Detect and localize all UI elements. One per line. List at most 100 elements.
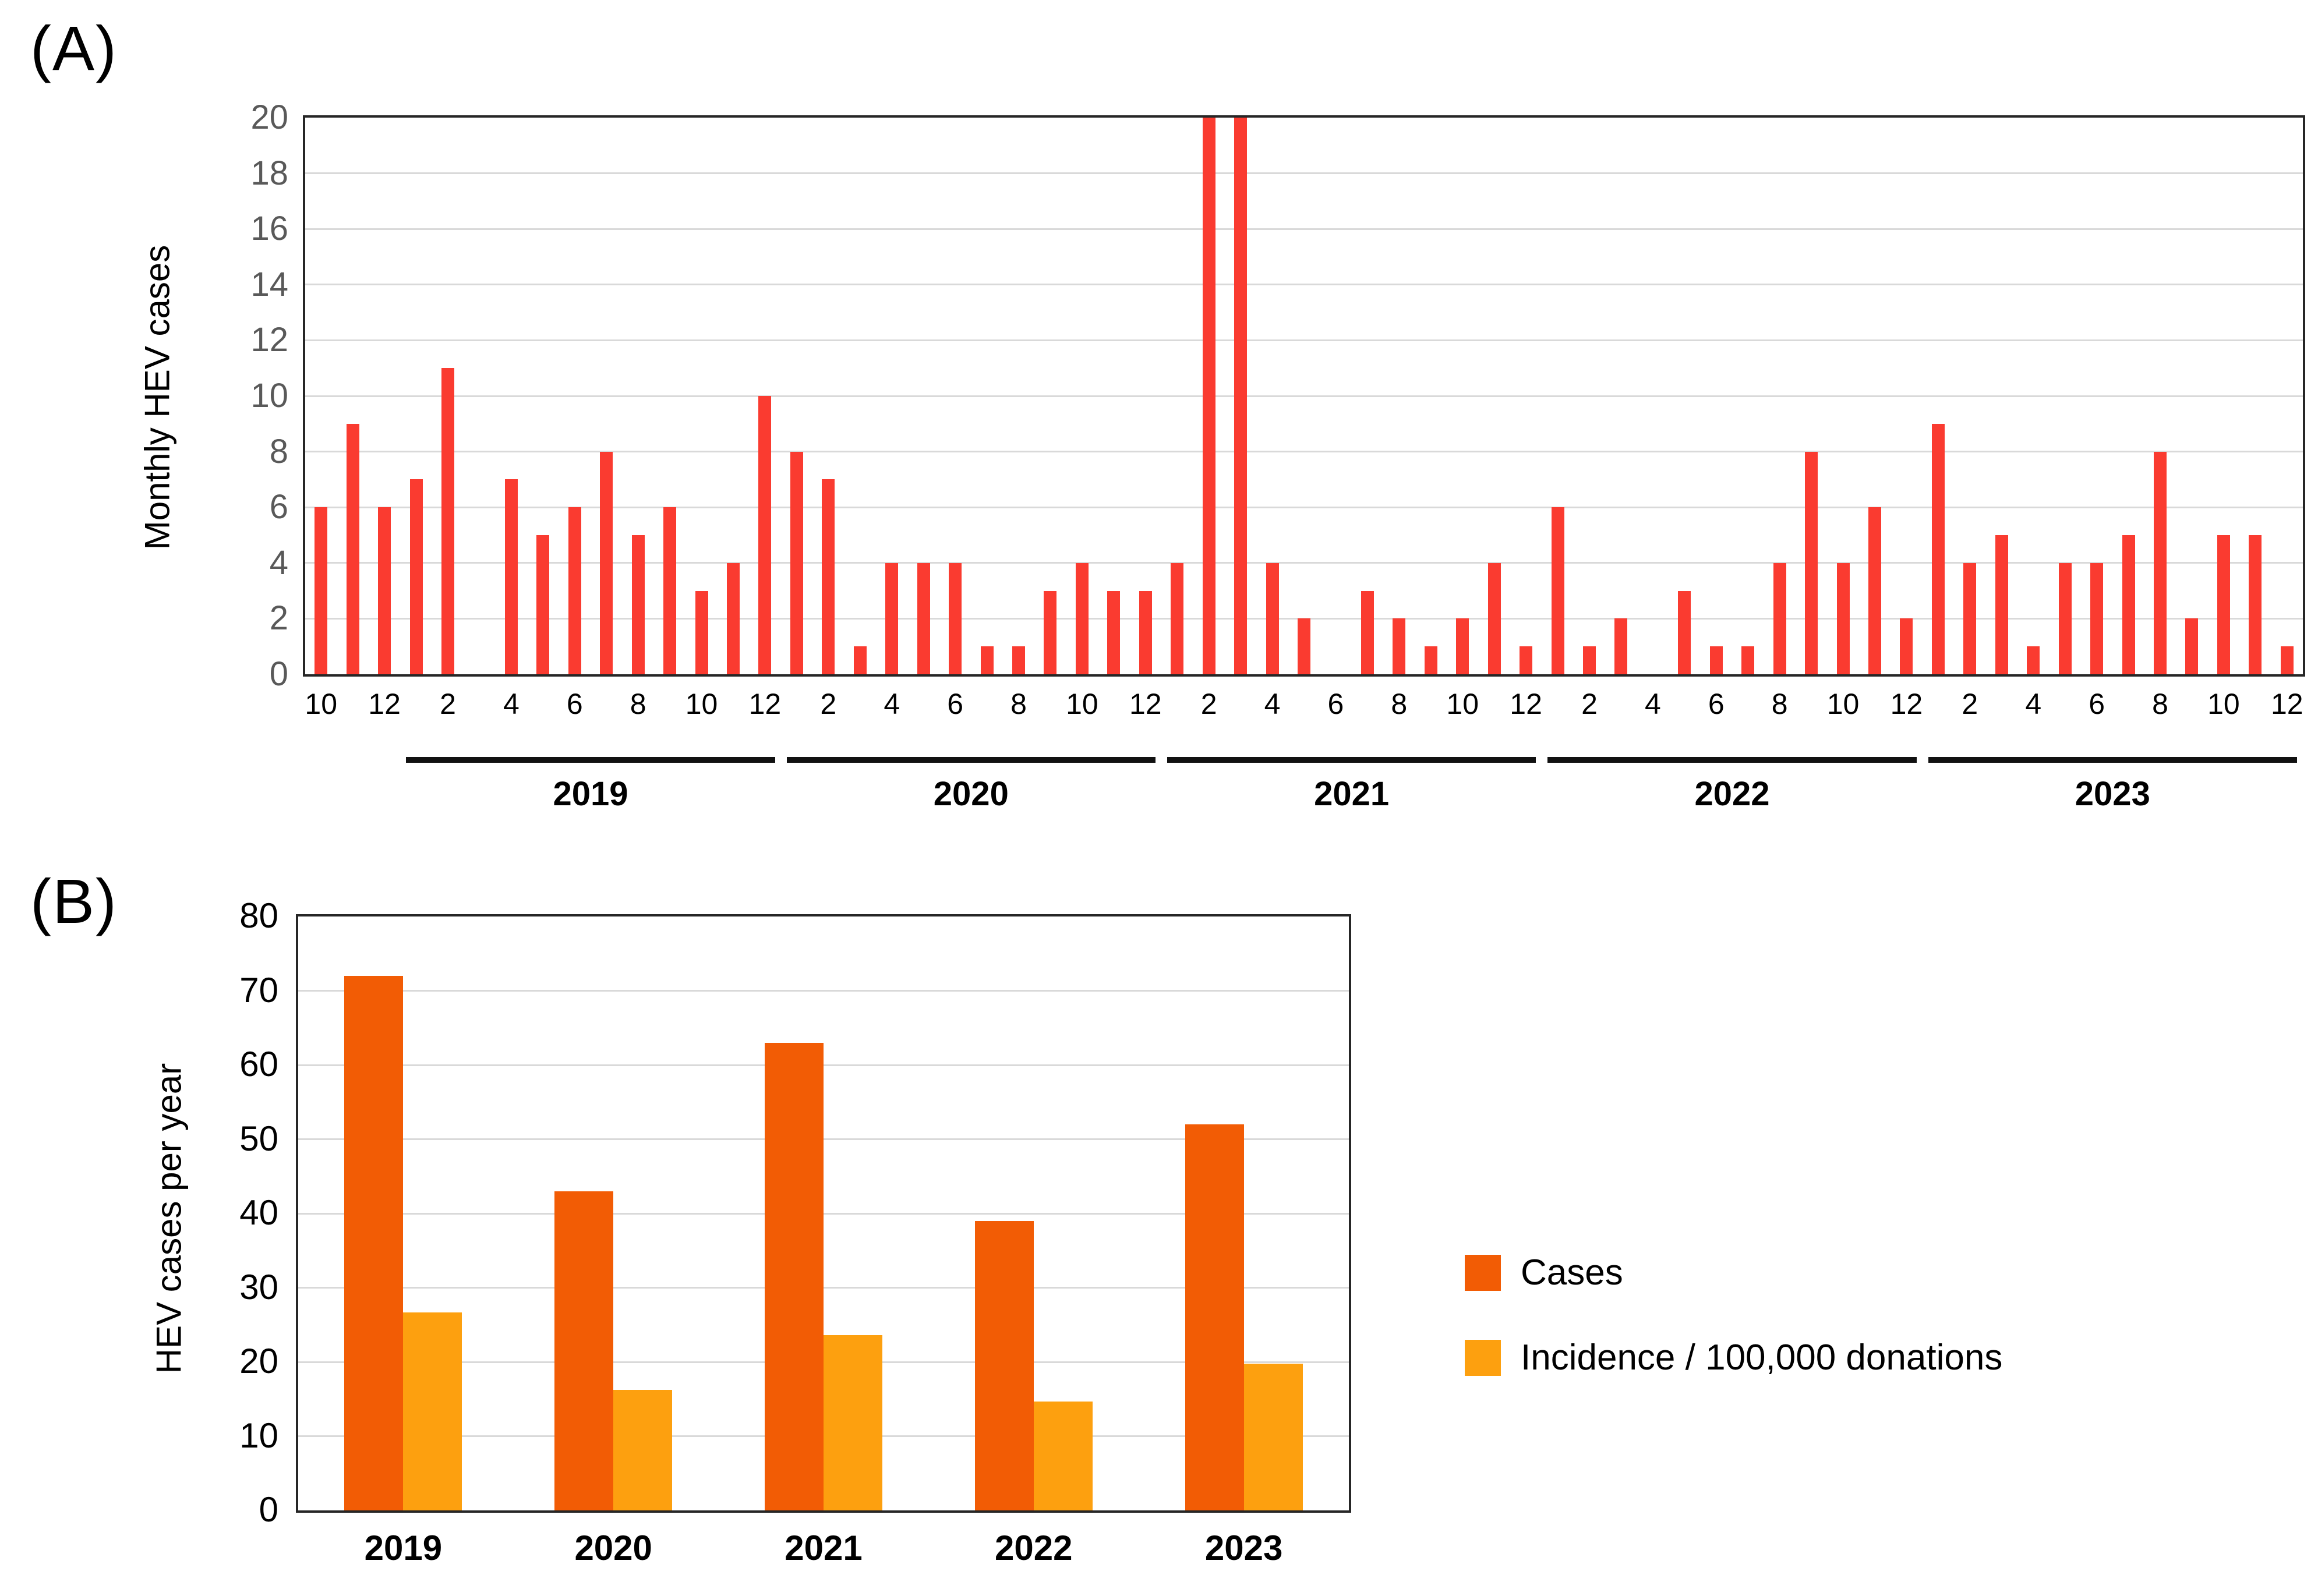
panel-a-letter: (A) (30, 13, 118, 83)
monthly-bar-31 (1298, 618, 1310, 674)
monthly-bar-3 (409, 479, 423, 674)
monthly-bar-49 (1868, 507, 1881, 674)
monthly-bar-21 (980, 646, 994, 674)
panel-b-ytick-50: 50 (239, 1119, 278, 1158)
monthly-bar-58 (2154, 451, 2167, 674)
monthly-bar-35 (1424, 646, 1437, 674)
monthly-bar-39 (1551, 507, 1564, 674)
gridline-y-10 (305, 395, 2303, 397)
panel-a-xtick-46: 8 (1771, 688, 1788, 720)
incidence-legend-swatch (1465, 1339, 1501, 1376)
gridline-y-8 (305, 451, 2303, 453)
legend-row-incidence: Incidence / 100,000 donations (1465, 1337, 2002, 1378)
monthly-bar-54 (2027, 646, 2040, 674)
monthly-bar-37 (1487, 562, 1501, 674)
monthly-bar-30 (1266, 562, 1279, 674)
monthly-bar-60 (2217, 535, 2230, 674)
monthly-bar-28 (1202, 118, 1215, 674)
monthly-bar-57 (2122, 535, 2135, 674)
monthly-bar-56 (2090, 562, 2104, 674)
monthly-bar-29 (1234, 118, 1248, 674)
incidence-bar-2019 (403, 1312, 462, 1510)
monthly-bar-38 (1520, 646, 1533, 674)
gridline-b-y-50 (298, 1138, 1349, 1140)
monthly-bar-15 (790, 451, 803, 674)
monthly-bar-14 (758, 396, 772, 674)
panel-a-year-label-2019: 2019 (553, 775, 628, 813)
panel-a-xtick-2: 12 (368, 688, 401, 720)
panel-b-ytick-20: 20 (239, 1342, 278, 1381)
panel-a-xtick-40: 2 (1581, 688, 1598, 720)
monthly-bar-9 (600, 451, 613, 674)
panel-a-xtick-58: 8 (2152, 688, 2168, 720)
panel-a-xtick-38: 12 (1510, 688, 1542, 720)
panel-a-xtick-12: 10 (685, 688, 718, 720)
panel-a-year-line-2019 (406, 757, 775, 763)
monthly-bar-44 (1709, 646, 1723, 674)
panel-a-xtick-36: 10 (1446, 688, 1479, 720)
panel-a-year-line-2020 (786, 757, 1156, 763)
panel-b-ytick-30: 30 (239, 1267, 278, 1307)
monthly-bar-52 (1963, 562, 1977, 674)
panel-a-xtick-48: 10 (1826, 688, 1860, 720)
cases-legend-label: Cases (1521, 1252, 1623, 1293)
panel-a-xtick-62: 12 (2270, 688, 2303, 720)
panel-a-ytick-8: 8 (269, 432, 288, 470)
panel-a-ytick-0: 0 (269, 655, 288, 693)
monthly-bar-27 (1171, 562, 1184, 674)
panel-a-xtick-16: 2 (820, 688, 837, 720)
monthly-bar-1 (346, 423, 359, 674)
panel-a-xtick-18: 4 (884, 688, 900, 720)
monthly-bar-46 (1773, 562, 1786, 674)
monthly-bar-0 (315, 507, 328, 674)
panel-a-xtick-34: 8 (1391, 688, 1408, 720)
legend-row-cases: Cases (1465, 1252, 1623, 1293)
incidence-bar-2021 (824, 1335, 882, 1510)
panel-a-xtick-42: 4 (1644, 688, 1661, 720)
panel-b-plot-area (296, 914, 1351, 1513)
panel-b-letter: (B) (30, 866, 118, 936)
incidence-legend-label: Incidence / 100,000 donations (1521, 1337, 2003, 1378)
panel-a-ytick-4: 4 (269, 543, 288, 582)
panel-b-year-label-2023: 2023 (1204, 1528, 1283, 1567)
panel-a-year-label-2020: 2020 (933, 775, 1009, 813)
monthly-bar-20 (949, 562, 962, 674)
panel-a-xtick-60: 10 (2207, 688, 2240, 720)
cases-bar-2021 (765, 1042, 824, 1510)
monthly-bar-45 (1741, 646, 1755, 674)
gridline-y-14 (305, 284, 2303, 286)
gridline-b-y-40 (298, 1212, 1349, 1215)
panel-a-ytick-16: 16 (250, 210, 288, 248)
monthly-bar-2 (378, 507, 391, 674)
monthly-bar-51 (1931, 423, 1945, 674)
monthly-bar-12 (695, 590, 708, 674)
monthly-bar-61 (2249, 535, 2262, 674)
monthly-bar-59 (2185, 618, 2199, 674)
panel-b-ytick-80: 80 (239, 896, 278, 935)
cases-bar-2020 (554, 1191, 614, 1510)
monthly-bar-16 (822, 479, 835, 674)
monthly-bar-33 (1361, 590, 1374, 674)
monthly-bar-10 (631, 535, 645, 674)
panel-a-xtick-24: 10 (1066, 688, 1098, 720)
monthly-bar-11 (663, 507, 677, 674)
panel-a-xtick-10: 8 (630, 688, 646, 720)
incidence-bar-2023 (1243, 1363, 1303, 1510)
monthly-bar-18 (885, 562, 899, 674)
panel-a-xtick-52: 2 (1962, 688, 1978, 720)
panel-a-year-line-2021 (1167, 757, 1536, 763)
monthly-bar-8 (568, 507, 581, 674)
gridline-b-y-60 (298, 1064, 1349, 1066)
panel-a-plot-area (303, 115, 2305, 677)
panel-a-year-line-2023 (1928, 757, 2297, 763)
panel-a-ytick-10: 10 (250, 377, 288, 415)
monthly-bar-43 (1678, 590, 1691, 674)
monthly-bar-4 (441, 368, 454, 674)
panel-b-ytick-0: 0 (259, 1490, 278, 1529)
gridline-b-y-30 (298, 1287, 1349, 1289)
panel-b-ytick-40: 40 (239, 1193, 278, 1232)
monthly-bar-6 (504, 479, 518, 674)
monthly-bar-62 (2280, 646, 2294, 674)
cases-bar-2019 (344, 976, 404, 1510)
